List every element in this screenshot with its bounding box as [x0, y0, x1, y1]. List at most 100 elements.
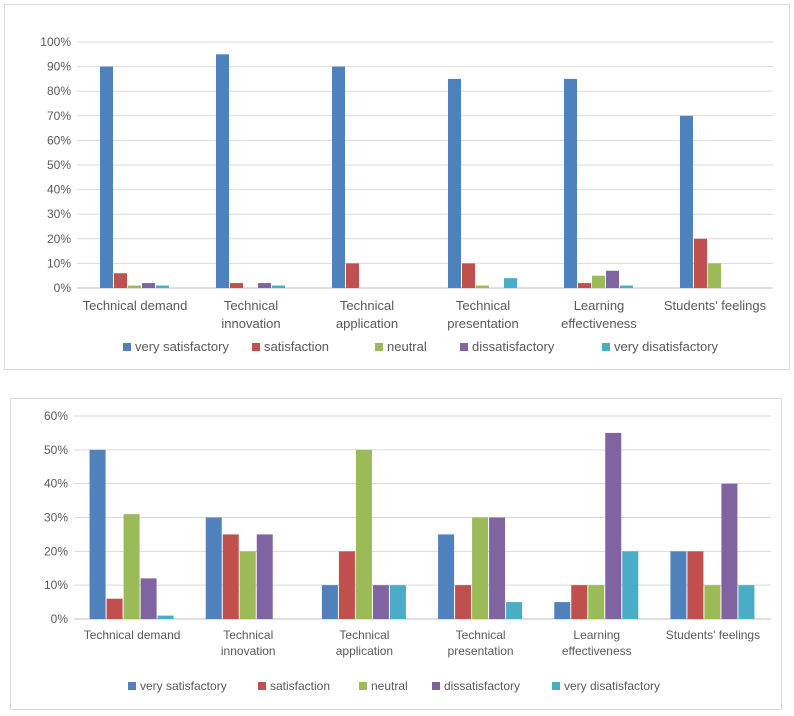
c2-bar-dissatisfactory-technical-demand: dissatisfactory: 12%	[140, 578, 157, 619]
c2-bar-very-satisfactory-learning-effectiveness: very satisfactory: 5%	[554, 602, 571, 619]
c1-y-tick-label: 40%	[47, 183, 71, 197]
c1-y-tick-label: 80%	[47, 84, 71, 98]
c2-bar-neutral-technical-presentation: neutral: 30%	[472, 517, 489, 619]
c2-bar-very-satisfactory-technical-presentation: very satisfactory: 25%	[438, 534, 455, 619]
c2-bar-very-disatisfactory-technical-demand: very disatisfactory: 1%	[157, 615, 174, 619]
c1-y-tick-label: 20%	[47, 232, 71, 246]
c1-bar-satisfaction-technical-application: satisfaction: 10%	[346, 263, 359, 288]
c2-legend-label-dissatisfactory: dissatisfactory	[444, 679, 520, 693]
c1-bar-very-satisfactory-technical-innovation: very satisfactory: 95%	[216, 54, 229, 288]
c1-x-category-label: Learning	[574, 298, 625, 313]
c1-legend-swatch-very-satisfactory	[123, 343, 131, 351]
c1-bar-satisfaction-technical-innovation: satisfaction: 2%	[230, 283, 243, 288]
c2-y-tick-label: 30%	[44, 511, 68, 525]
c2-bar-very-satisfactory-technical-demand: very satisfactory: 50%	[89, 449, 106, 619]
c1-y-tick-label: 60%	[47, 133, 71, 147]
c1-bar-dissatisfactory-technical-demand: dissatisfactory: 2%	[142, 283, 155, 288]
c2-bar-satisfaction-technical-innovation: satisfaction: 25%	[222, 534, 239, 619]
c1-x-category-label: innovation	[221, 316, 280, 331]
c1-x-category-label: Students' feelings	[664, 298, 767, 313]
c1-bar-neutral-students-feelings: neutral: 10%	[708, 263, 721, 288]
c1-bar-very-disatisfactory-technical-innovation: very disatisfactory: 1%	[272, 285, 285, 288]
c1-bar-satisfaction-technical-presentation: satisfaction: 10%	[462, 263, 475, 288]
c1-bar-very-disatisfactory-learning-effectiveness: very disatisfactory: 1%	[620, 285, 633, 288]
c2-bar-dissatisfactory-technical-presentation: dissatisfactory: 30%	[489, 517, 506, 619]
c1-x-category-label: effectiveness	[561, 316, 637, 331]
c2-legend-label-satisfaction: satisfaction	[270, 679, 330, 693]
c1-legend-label-satisfaction: satisfaction	[264, 339, 329, 354]
c1-bar-dissatisfactory-learning-effectiveness: dissatisfactory: 7%	[606, 270, 619, 288]
c1-bar-very-disatisfactory-technical-demand: very disatisfactory: 1%	[156, 285, 169, 288]
c2-legend-label-neutral: neutral	[371, 679, 408, 693]
c2-legend-swatch-satisfaction	[258, 682, 266, 690]
c2-x-category-label: application	[336, 644, 393, 658]
c1-bar-neutral-learning-effectiveness: neutral: 5%	[592, 275, 605, 288]
c2-bar-very-disatisfactory-technical-application: very disatisfactory: 10%	[389, 585, 406, 619]
c2-x-category-label: presentation	[448, 644, 514, 658]
c2-legend-swatch-neutral	[359, 682, 367, 690]
c1-x-category-label: Technical	[340, 298, 394, 313]
c1-y-tick-label: 70%	[47, 109, 71, 123]
c1-y-tick-label: 0%	[54, 281, 72, 295]
c2-x-category-label: Technical	[456, 628, 506, 642]
c2-bar-neutral-technical-application: neutral: 50%	[355, 449, 372, 619]
c1-y-tick-label: 10%	[47, 256, 71, 270]
c1-legend-label-very-disatisfactory: very disatisfactory	[614, 339, 719, 354]
c2-x-category-label: Technical demand	[84, 628, 181, 642]
c2-bar-neutral-technical-demand: neutral: 31%	[123, 514, 140, 619]
c1-bar-very-satisfactory-learning-effectiveness: very satisfactory: 85%	[564, 78, 577, 289]
c1-bar-satisfaction-learning-effectiveness: satisfaction: 2%	[578, 283, 591, 288]
c1-x-category-label: application	[336, 316, 398, 331]
c1-legend-label-neutral: neutral	[387, 339, 427, 354]
c2-bar-dissatisfactory-learning-effectiveness: dissatisfactory: 55%	[605, 432, 622, 619]
c2-legend-swatch-very-satisfactory	[128, 682, 136, 690]
c2-y-tick-label: 20%	[44, 544, 68, 558]
c1-bar-satisfaction-technical-demand: satisfaction: 6%	[114, 273, 127, 288]
c2-y-tick-label: 10%	[44, 578, 68, 592]
c1-bar-neutral-technical-demand: neutral: 1%	[128, 285, 141, 288]
c1-bar-very-satisfactory-technical-presentation: very satisfactory: 85%	[448, 78, 461, 289]
c1-bar-dissatisfactory-technical-innovation: dissatisfactory: 2%	[258, 283, 271, 288]
c1-y-tick-label: 90%	[47, 60, 71, 74]
c1-legend-swatch-very-disatisfactory	[602, 343, 610, 351]
c1-bar-satisfaction-students-feelings: satisfaction: 20%	[694, 238, 707, 288]
bar-chart-1: 0% 10% 20% 30% 40% 50% 60% 70% 80% 90% 100% very sa…	[40, 35, 773, 354]
c1-y-tick-label: 30%	[47, 207, 71, 221]
c2-bar-dissatisfactory-students-feelings: dissatisfactory: 40%	[721, 483, 738, 619]
c2-x-category-label: Learning	[573, 628, 620, 642]
c2-x-category-label: Technical	[339, 628, 389, 642]
c2-bar-dissatisfactory-technical-innovation: dissatisfactory: 25%	[256, 534, 273, 619]
c1-y-tick-label: 100%	[40, 35, 71, 49]
c2-y-tick-label: 40%	[44, 477, 68, 491]
c2-bar-neutral-technical-innovation: neutral: 20%	[239, 551, 256, 619]
c1-legend-label-very-satisfactory: very satisfactory	[135, 339, 229, 354]
c1-legend-swatch-dissatisfactory	[460, 343, 468, 351]
c1-bar-very-satisfactory-technical-demand: very satisfactory: 90%	[100, 66, 113, 288]
c2-bar-very-satisfactory-technical-application: very satisfactory: 10%	[321, 585, 338, 619]
c2-bar-very-disatisfactory-technical-presentation: very disatisfactory: 5%	[506, 602, 523, 619]
c2-bar-very-satisfactory-students-feelings: very satisfactory: 20%	[670, 551, 687, 619]
c2-x-category-label: innovation	[221, 644, 276, 658]
c2-legend-swatch-dissatisfactory	[432, 682, 440, 690]
c2-bar-satisfaction-technical-demand: satisfaction: 6%	[106, 598, 123, 619]
c2-legend-swatch-very-disatisfactory	[552, 682, 560, 690]
c1-bar-very-satisfactory-students-feelings: very satisfactory: 70%	[680, 115, 693, 288]
c2-y-tick-label: 60%	[44, 409, 68, 423]
chart-panel-dissatisfaction: 0% 10% 20% 30% 40% 50% 60% very satisfactory: 5…	[10, 398, 782, 710]
c2-bar-neutral-students-feelings: neutral: 10%	[704, 585, 721, 619]
c1-x-category-label: Technical	[224, 298, 278, 313]
c2-bar-very-disatisfactory-students-feelings: very disatisfactory: 10%	[738, 585, 755, 619]
c2-bar-very-disatisfactory-learning-effectiveness: very disatisfactory: 20%	[622, 551, 639, 619]
c2-bar-dissatisfactory-technical-application: dissatisfactory: 10%	[372, 585, 389, 619]
c2-bar-satisfaction-technical-presentation: satisfaction: 10%	[455, 585, 472, 619]
c2-x-category-label: Technical	[223, 628, 273, 642]
c2-bar-satisfaction-technical-application: satisfaction: 20%	[338, 551, 355, 619]
c1-x-category-label: presentation	[447, 316, 519, 331]
c2-x-category-label: effectiveness	[562, 644, 632, 658]
c1-bar-very-disatisfactory-technical-presentation: very disatisfactory: 4%	[504, 278, 517, 288]
c2-legend-label-very-satisfactory: very satisfactory	[140, 679, 227, 693]
c1-y-tick-label: 50%	[47, 158, 71, 172]
c2-bar-satisfaction-students-feelings: satisfaction: 20%	[687, 551, 704, 619]
c2-bar-very-satisfactory-technical-innovation: very satisfactory: 30%	[205, 517, 222, 619]
c1-bar-neutral-technical-presentation: neutral: 1%	[476, 285, 489, 288]
